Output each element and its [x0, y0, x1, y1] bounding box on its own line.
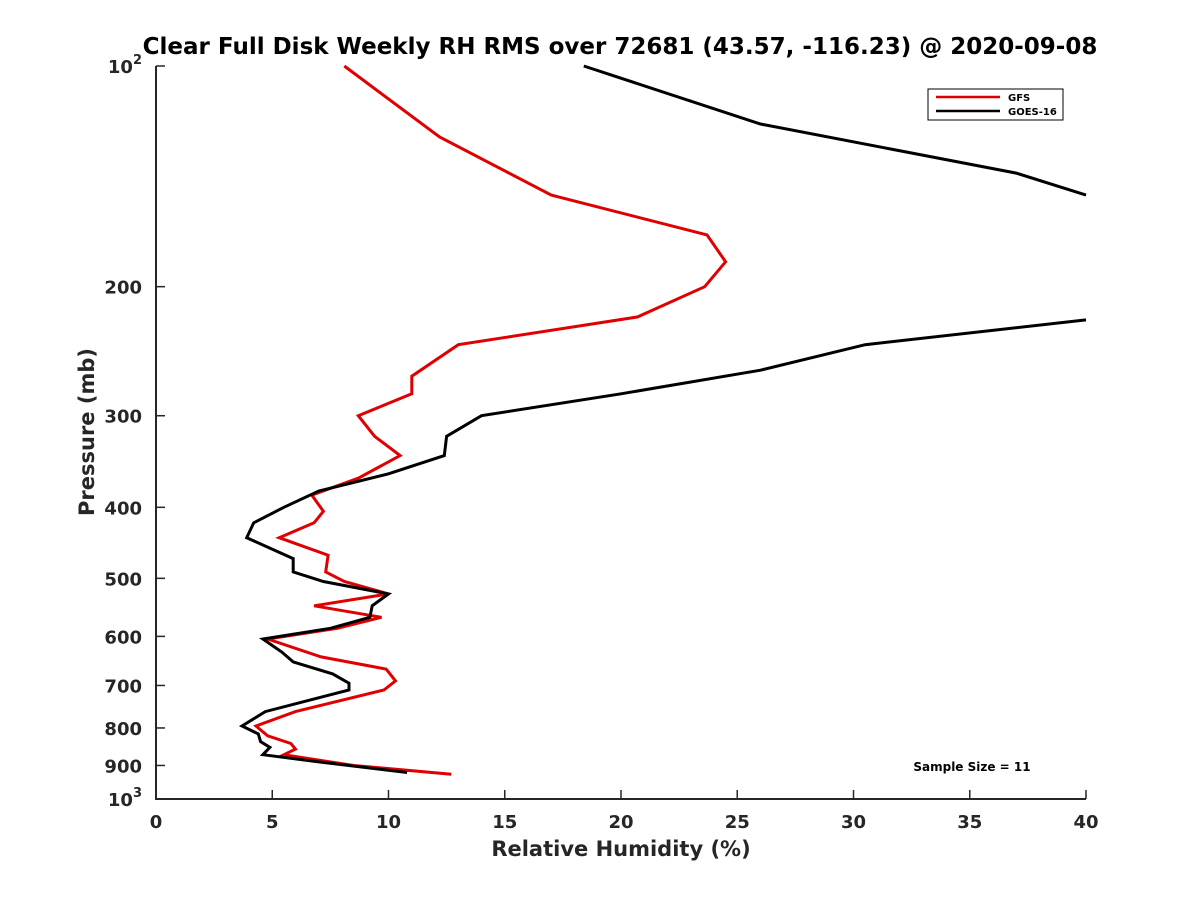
x-axis-ticks: 0 5 10 15 20 25 30 35 40 [150, 790, 1099, 833]
legend-box [927, 88, 1064, 121]
plot-area: 0 5 10 15 20 25 30 35 40 102 200 300 400 500 600 700 80… [104, 53, 1098, 833]
x-tick-label: 5 [266, 812, 279, 833]
y-tick-label: 600 [104, 627, 142, 648]
x-tick-label: 0 [150, 812, 163, 833]
x-axis-label: Relative Humidity (%) [491, 837, 750, 861]
y-tick-label: 800 [104, 719, 142, 740]
legend-label-gfs: GFS [1008, 93, 1030, 104]
sample-size-annotation: Sample Size = 11 [913, 760, 1030, 774]
chart-title: Clear Full Disk Weekly RH RMS over 72681… [143, 34, 1098, 60]
x-tick-label: 35 [957, 812, 982, 833]
y-axis-ticks: 102 200 300 400 500 600 700 800 900 103 [104, 53, 165, 811]
series-line-goes-16 [238, 318, 1087, 774]
series-line-gfs [253, 64, 728, 776]
y-tick-label: 102 [108, 53, 142, 78]
y-tick-label: 103 [108, 786, 142, 811]
y-tick-label: 500 [104, 569, 142, 590]
legend-label-goes-16: GOES-16 [1008, 107, 1057, 118]
y-axis-label: Pressure (mb) [75, 348, 99, 516]
x-tick-label: 10 [376, 812, 401, 833]
x-tick-label: 25 [725, 812, 750, 833]
axes-lines [155, 66, 1086, 800]
y-tick-label: 400 [104, 498, 142, 519]
x-tick-label: 15 [492, 812, 517, 833]
y-tick-label: 300 [104, 407, 142, 428]
x-tick-label: 40 [1073, 812, 1098, 833]
legend: GFS GOES-16 [927, 88, 1064, 121]
series-layer [238, 64, 1087, 776]
x-tick-label: 20 [608, 812, 633, 833]
y-tick-label: 700 [104, 676, 142, 697]
x-tick-label: 30 [841, 812, 866, 833]
y-tick-label: 900 [104, 756, 142, 777]
series-line-goes-16 [583, 64, 1087, 197]
y-tick-label: 200 [104, 278, 142, 299]
